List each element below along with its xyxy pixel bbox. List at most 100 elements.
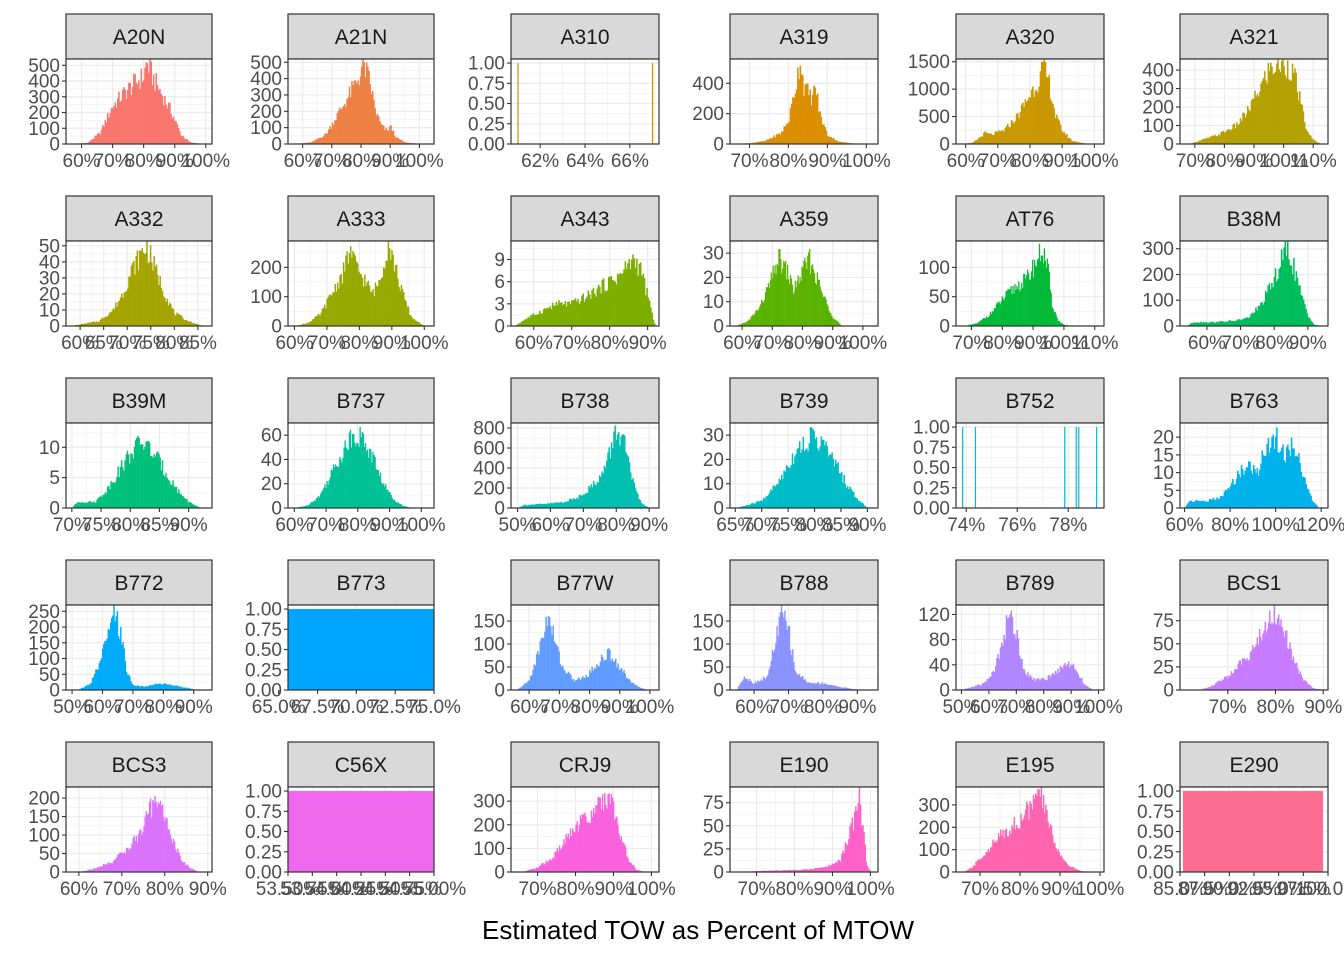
histogram-bar [626, 856, 628, 872]
histogram-bar [376, 113, 379, 144]
histogram-bar [535, 867, 538, 872]
y-tick-label: 10 [703, 292, 724, 313]
histogram-bar [88, 869, 91, 872]
histogram-bar [1201, 322, 1203, 326]
y-tick-label: 0.25 [245, 842, 282, 863]
histogram-bar [312, 141, 314, 144]
histogram-bar [123, 851, 126, 872]
histogram-bar [1042, 677, 1045, 690]
histogram-bar [122, 853, 124, 872]
x-tick-label: 70% [1222, 333, 1260, 354]
histogram-bar [560, 501, 563, 508]
histogram-bar [1273, 73, 1276, 144]
x-tick-label: 54.25% [329, 879, 394, 900]
y-axis: 0.000.250.500.751.00 [468, 54, 511, 156]
histogram-bar [814, 683, 817, 690]
histogram-bar [153, 255, 155, 326]
histogram-bar [618, 432, 620, 508]
histogram-bar [1215, 136, 1218, 144]
histogram-bar [522, 320, 525, 326]
histogram-bar [85, 323, 87, 326]
y-tick-label: 800 [473, 419, 505, 440]
y-tick-label: 100 [1142, 116, 1174, 137]
histogram-bar [990, 314, 993, 326]
histogram-bar [1041, 808, 1044, 872]
histogram-bar [186, 320, 189, 326]
histogram-bar [605, 291, 607, 326]
x-tick-label: 95.0% [1252, 879, 1306, 900]
panel-border [729, 240, 879, 327]
histogram-bar [809, 427, 812, 508]
histogram-bar [1077, 673, 1079, 690]
x-tick-label: 70% [753, 333, 791, 354]
histogram-bar [1219, 495, 1222, 508]
histogram-bar [1263, 455, 1266, 508]
histogram-bar [553, 641, 556, 690]
histogram-bar [1279, 72, 1282, 144]
histogram-bar [1034, 681, 1036, 690]
histogram-bar [1041, 255, 1044, 326]
histogram-bar [968, 687, 971, 690]
histogram-bar [1276, 618, 1279, 690]
histogram-bar [378, 475, 381, 508]
histogram-bar [1267, 285, 1269, 326]
y-tick-label: 1.00 [913, 418, 950, 439]
histogram-bar [985, 852, 987, 872]
histogram-bar [598, 666, 600, 690]
y-axis: 0.000.250.500.751.00 [245, 600, 288, 702]
y-tick-label: 1500 [908, 52, 950, 73]
histogram-bar [1276, 427, 1278, 508]
histogram-bars [517, 63, 654, 144]
histogram-bar [1207, 501, 1210, 508]
histogram-bar [1220, 321, 1223, 326]
histogram-bar [777, 870, 780, 872]
x-tick-label: 55.00% [402, 879, 467, 900]
histogram-bar [393, 271, 396, 326]
histogram-bar [792, 649, 794, 690]
histogram-bar [545, 503, 547, 508]
histogram-bar [333, 292, 335, 326]
histogram-bar [1306, 488, 1309, 508]
histogram-bar [1249, 461, 1251, 508]
histogram-bar [1018, 828, 1020, 872]
histogram-bar [117, 854, 119, 872]
histogram-bar [185, 139, 187, 144]
histogram-bar [792, 464, 795, 508]
histogram-bar [1064, 861, 1066, 872]
histogram-bar [1036, 259, 1039, 326]
histogram-bar [184, 138, 186, 144]
histogram-bar [1044, 812, 1046, 872]
histogram-bar [80, 502, 82, 508]
histogram-bar [144, 446, 146, 508]
histogram-bar [1300, 103, 1302, 144]
histogram-bar [190, 868, 192, 872]
histogram-bar [1303, 122, 1306, 144]
histogram-bars [1186, 241, 1322, 326]
histogram-bar [146, 441, 149, 508]
histogram-bar [761, 141, 763, 144]
histogram-bar [1293, 73, 1295, 144]
histogram-bar [984, 681, 986, 690]
histogram-bar [1025, 101, 1028, 144]
histogram-bar [980, 685, 983, 690]
histogram-bar [98, 321, 100, 326]
histogram-bar [1209, 321, 1212, 326]
histogram-bar [830, 684, 832, 690]
histogram-bar [617, 663, 619, 690]
panels-layer: A20N010020030040050060%70%80%90%100%A21N… [28, 13, 1344, 900]
histogram-bar [615, 439, 618, 508]
x-tick-label: 60% [63, 151, 101, 172]
histogram-bar [598, 797, 600, 872]
histogram-bar [118, 853, 120, 872]
facet-strip [287, 559, 435, 606]
histogram-bar [1023, 273, 1025, 326]
histogram-bar [753, 683, 756, 690]
histogram-bar [843, 852, 845, 872]
histogram-bar [105, 864, 107, 872]
histogram-bar [791, 284, 794, 326]
histogram-bar [158, 453, 160, 508]
histogram-bar [79, 324, 81, 326]
x-tick-label: 100% [1040, 333, 1089, 354]
